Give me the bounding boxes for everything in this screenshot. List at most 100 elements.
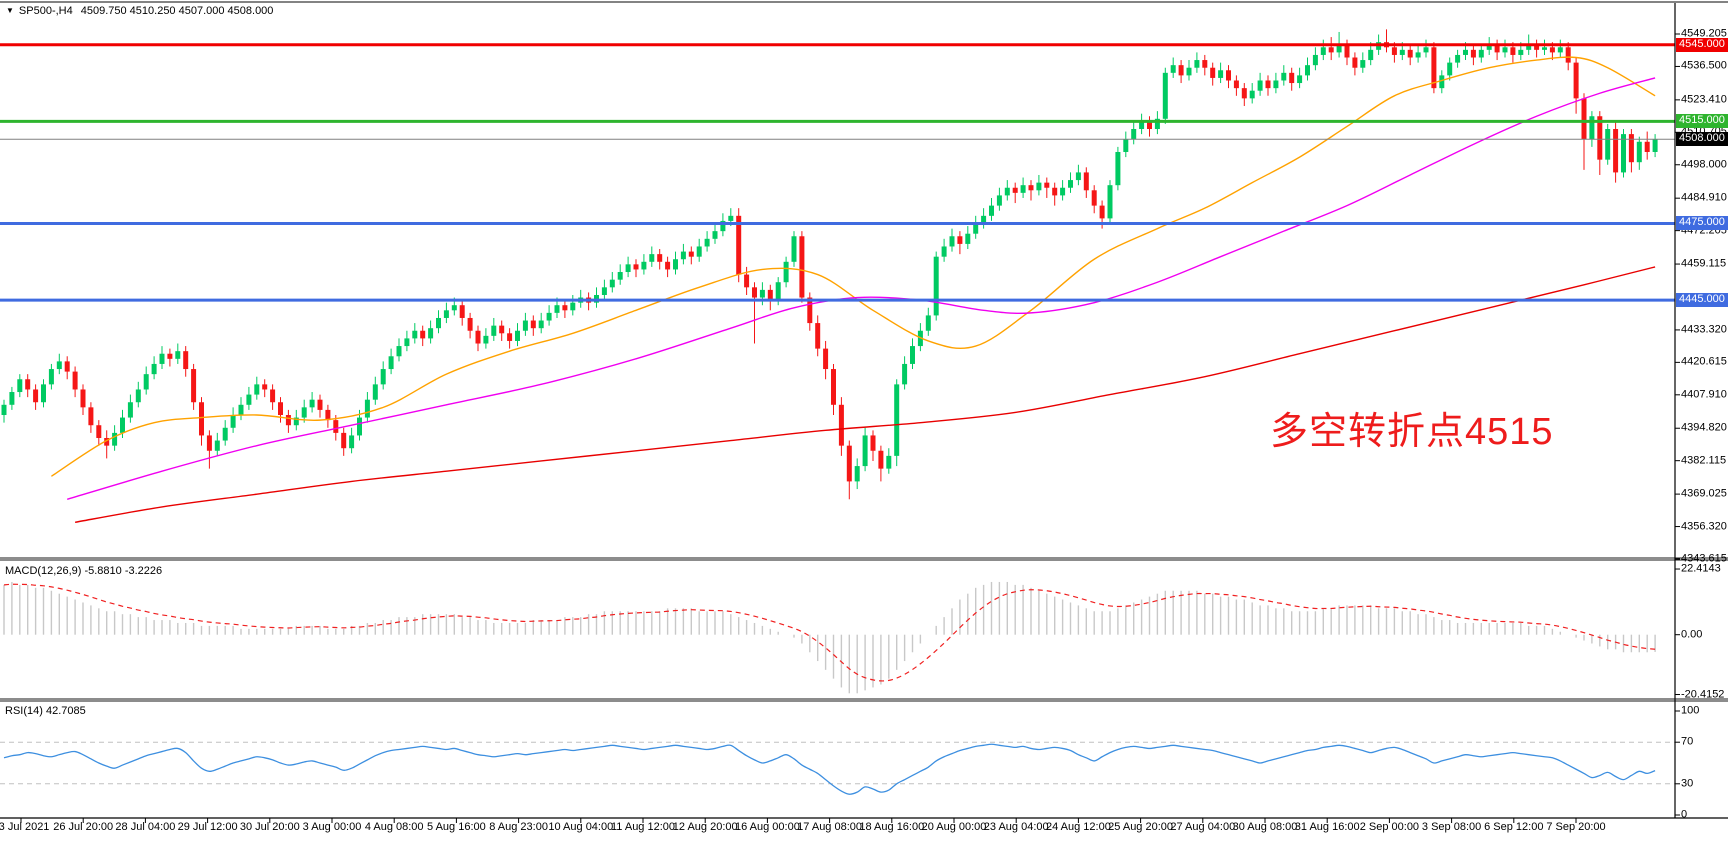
macd-indicator-label: MACD(12,26,9) -5.8810 -3.2226	[5, 565, 163, 577]
candle-body	[443, 310, 449, 318]
candle-body	[846, 445, 852, 482]
candle-body	[1628, 134, 1634, 163]
candle-body	[625, 264, 631, 273]
annotation-text: 多空转折点4515	[1270, 411, 1554, 453]
candle-body	[467, 317, 473, 331]
candle-body	[127, 402, 133, 418]
candle-body	[420, 330, 426, 339]
candle-body	[1233, 80, 1239, 89]
rsi-indicator-label: RSI(14) 42.7085	[5, 705, 86, 717]
candle-body	[151, 363, 157, 375]
candle-body	[412, 330, 418, 339]
time-axis-label: 2 Sep 00:00	[1359, 821, 1420, 833]
macd-tick-label: 22.4143	[1681, 562, 1721, 575]
candle-body	[1, 404, 7, 416]
price-badge-4508.000: 4508.000	[1676, 132, 1728, 147]
price-tick-label: 4459.115	[1681, 257, 1727, 270]
candle-body	[894, 384, 900, 456]
time-axis-label: 7 Sep 20:00	[1546, 821, 1606, 833]
candle-body	[1336, 44, 1342, 53]
candle-body	[1297, 75, 1303, 84]
candle-body	[831, 369, 836, 405]
macd-tick-label: -20.4152	[1681, 688, 1725, 701]
candle-body	[278, 402, 283, 416]
candle-body	[104, 437, 110, 446]
candle-body	[680, 251, 686, 260]
candle-body	[175, 351, 181, 359]
candle-body	[1123, 139, 1129, 152]
candle-body	[9, 392, 15, 405]
ma-fast-line	[51, 56, 1656, 477]
candle-body	[507, 333, 513, 341]
candle-body	[143, 374, 149, 390]
candle-body	[1526, 44, 1532, 50]
candle-body	[1305, 65, 1310, 76]
candle-body	[1241, 88, 1247, 99]
candle-body	[1139, 121, 1145, 130]
candle-body	[633, 264, 639, 270]
time-axis-label: 12 Aug 20:00	[672, 821, 738, 833]
candle-body	[293, 417, 299, 426]
candle-body	[933, 256, 939, 316]
candle-body	[712, 231, 718, 239]
candle-body	[357, 417, 362, 436]
candle-body	[1644, 141, 1650, 152]
price-tick-label: 4420.615	[1681, 355, 1727, 368]
candle-body	[191, 369, 197, 403]
time-axis-label: 27 Aug 04:00	[1170, 821, 1236, 833]
candle-body	[1044, 182, 1050, 188]
candle-body	[1565, 47, 1571, 63]
candle-body	[910, 346, 915, 364]
candle-body	[1407, 49, 1413, 58]
candle-body	[902, 363, 908, 385]
price-tick-label: 4356.320	[1681, 520, 1727, 533]
candle-body	[704, 238, 710, 247]
candle-body	[1273, 80, 1279, 89]
candle-body	[562, 305, 568, 311]
candle-body	[791, 236, 797, 262]
candle-body	[1399, 49, 1405, 55]
candle-body	[973, 223, 979, 234]
candle-body	[1091, 190, 1097, 206]
candle-body	[183, 351, 189, 370]
time-axis-label: 6 Sep 12:00	[1484, 821, 1544, 833]
candle-body	[728, 215, 734, 221]
time-axis-label: 29 Jul 12:00	[177, 821, 238, 833]
candle-body	[1352, 57, 1358, 68]
price-badge-4475.000: 4475.000	[1676, 216, 1728, 231]
candle-body	[1131, 129, 1137, 140]
candle-body	[159, 353, 165, 364]
rsi-tick-label: 70	[1681, 735, 1694, 748]
candle-body	[17, 379, 23, 393]
candle-body	[1202, 60, 1208, 68]
candle-body	[1060, 187, 1066, 196]
candle-body	[1391, 47, 1397, 55]
candle-body	[870, 435, 876, 451]
candle-body	[617, 272, 623, 280]
time-axis-label: 31 Aug 16:00	[1294, 821, 1360, 833]
candle-body	[981, 215, 987, 224]
candle-body	[270, 389, 276, 403]
candle-body	[1636, 141, 1642, 163]
candle-body	[1613, 129, 1619, 173]
candle-body	[1423, 47, 1429, 53]
candle-body	[56, 361, 62, 370]
price-tick-label: 4433.320	[1681, 323, 1727, 336]
candle-body	[301, 407, 307, 418]
candle-body	[214, 440, 220, 451]
candle-body	[1210, 67, 1216, 78]
candle-body	[1518, 49, 1524, 55]
candle-body	[783, 261, 789, 283]
candle-body	[1020, 185, 1026, 193]
candle-body	[925, 315, 931, 331]
price-tick-label: 4510.705	[1681, 126, 1727, 138]
candle-body	[72, 371, 78, 390]
candle-body	[396, 346, 402, 357]
candle-body	[262, 384, 268, 390]
candle-body	[554, 305, 560, 313]
candle-body	[736, 215, 742, 275]
candle-body	[1502, 47, 1508, 53]
candle-body	[1415, 52, 1421, 58]
